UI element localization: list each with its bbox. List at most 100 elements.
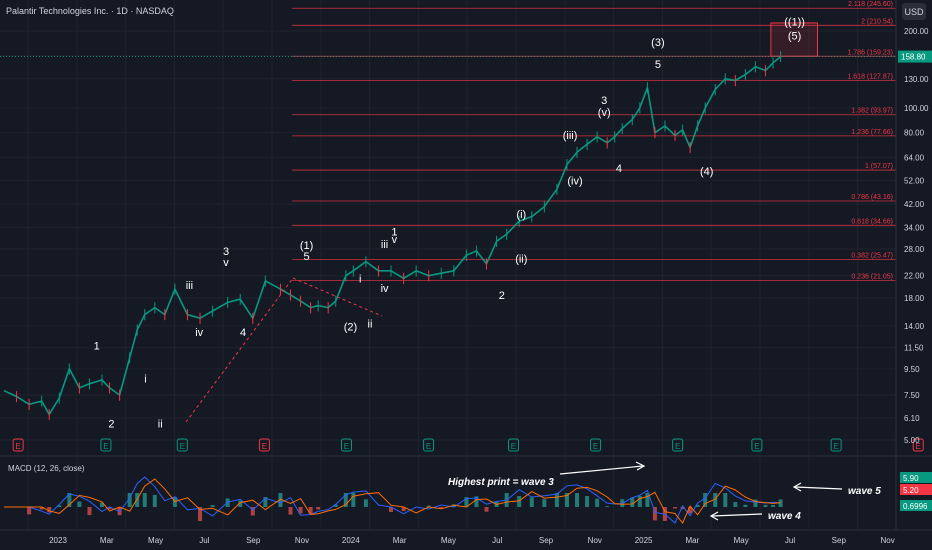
macd-value: 5.90 [903, 474, 919, 483]
macd-histogram-bar [278, 493, 283, 507]
time-axis-tick: Nov [880, 536, 894, 545]
time-axis-tick: Nov [295, 536, 309, 545]
earnings-marker-box[interactable] [176, 438, 188, 452]
macd-histogram-bar [298, 507, 303, 514]
macd-pane: 5.90 5.20 0.6996 Highest print = wave 3 wave… [4, 461, 932, 524]
price-axis-tick: 42.00 [904, 200, 925, 209]
wave-label: ((1)) [784, 17, 805, 29]
earnings-marker-box[interactable] [830, 438, 842, 452]
macd-histogram-bar [127, 493, 132, 507]
fib-level-label: 0.618 (34.66) [851, 218, 893, 225]
currency-button[interactable]: USD [904, 7, 924, 17]
price-series [3, 51, 782, 423]
earnings-marker-label[interactable]: E [675, 442, 680, 451]
wave-label: ii [368, 318, 373, 330]
macd-histogram-bar [308, 507, 313, 514]
macd-histogram-bar [605, 506, 610, 507]
macd-title[interactable]: MACD (12, 26, close) [8, 464, 85, 473]
earnings-marker-label[interactable]: E [426, 442, 431, 451]
fibonacci-levels: 2.118 (245.60) 2 (210.54) 1.786 (159.23) 1.… [0, 1, 896, 282]
earnings-marker-label[interactable]: E [833, 442, 838, 451]
earnings-marker-box[interactable] [340, 438, 352, 452]
earnings-marker-box[interactable] [912, 438, 924, 452]
macd-histogram-bar [152, 494, 157, 507]
time-axis-tick: May [441, 536, 456, 545]
macd-value-tag [900, 484, 932, 495]
wave-label: (4) [700, 166, 713, 178]
macd-histogram-bar [27, 507, 32, 515]
macd-histogram-bar [680, 507, 685, 510]
earnings-marker-label[interactable]: E [916, 442, 921, 451]
macd-histogram-bar [198, 507, 203, 521]
macd-histogram-bar [57, 505, 62, 507]
earnings-marker-box[interactable] [590, 438, 602, 452]
earnings-marker-label[interactable]: E [103, 442, 108, 451]
earnings-marker-box[interactable] [507, 438, 519, 452]
time-axis-tick: Mar [393, 536, 407, 545]
earnings-marker-box[interactable] [672, 438, 684, 452]
macd-histogram-bar [645, 493, 650, 507]
time-axis-tick: May [734, 536, 749, 545]
last-price-value: 158.80 [901, 53, 926, 62]
fib-level-label: 0.786 (43.16) [851, 194, 893, 201]
macd-histogram-bar [763, 504, 768, 507]
wave-label: (1) [300, 240, 313, 252]
macd-histogram-bar [517, 496, 522, 507]
symbol-title[interactable]: Palantir Technologies Inc. · 1D · NASDAQ [6, 6, 174, 16]
fib-level-label: 1.618 (127.87) [847, 74, 893, 81]
time-axis-tick: Sep [539, 536, 554, 545]
earnings-marker-label[interactable]: E [593, 442, 598, 451]
macd-histogram-bar [87, 507, 92, 516]
macd-histogram-bar [351, 493, 356, 507]
wave-label: (3) [651, 37, 664, 49]
price-axis-tick: 130.00 [904, 75, 929, 84]
macd-histogram-bar [107, 507, 112, 510]
wave-label: 4 [616, 163, 622, 175]
wave-label: (v) [598, 107, 611, 119]
time-axis-tick: Sep [832, 536, 847, 545]
macd-histogram-bar [723, 493, 728, 507]
fib-level-label: 1 (57.07) [865, 163, 893, 170]
earnings-marker-label[interactable]: E [344, 442, 349, 451]
earnings-marker-label[interactable]: E [511, 442, 516, 451]
earnings-marker-label[interactable]: E [180, 442, 185, 451]
macd-histogram-bar [595, 498, 600, 507]
currency-button-bg[interactable] [902, 3, 926, 20]
wave-label: 1 [94, 341, 100, 353]
price-axis-tick: 100.00 [904, 104, 929, 113]
macd-histogram-bar [464, 497, 469, 507]
macd-histogram-bar [316, 507, 321, 510]
macd-histogram-bar [39, 507, 44, 510]
fib-level-label: 2 (210.54) [861, 18, 893, 25]
macd-histogram-bar [575, 493, 580, 507]
time-axis-tick: 2024 [342, 536, 360, 545]
fib-level-label: 1.382 (93.97) [851, 108, 893, 115]
wave-label: 3 [601, 95, 607, 107]
time-axis-tick: Mar [100, 536, 114, 545]
earnings-marker-box[interactable] [258, 438, 270, 452]
macd-histogram-bar [713, 493, 718, 507]
earnings-marker-box[interactable] [423, 438, 435, 452]
earnings-marker-box[interactable] [100, 438, 112, 452]
macd-histogram-bar [743, 504, 748, 507]
macd-histogram-bar [484, 507, 489, 512]
earnings-marker-box[interactable] [751, 438, 763, 452]
earnings-marker-box[interactable] [12, 438, 24, 452]
macd-histogram-bar [703, 493, 708, 507]
annotation-arrowhead [792, 482, 802, 492]
earnings-marker-label[interactable]: E [15, 442, 20, 451]
earnings-marker-label[interactable]: E [262, 442, 267, 451]
macd-histogram-bar [210, 505, 215, 507]
time-axis-tick: Sep [246, 536, 261, 545]
wave-label: i [359, 273, 361, 285]
wave-label: 2 [108, 418, 114, 430]
earnings-marker-label[interactable]: E [754, 442, 759, 451]
price-axis-tick: 7.50 [904, 391, 920, 400]
macd-histogram-bar [288, 507, 293, 515]
target-zone-box [770, 22, 818, 57]
macd-histogram-bar [343, 493, 348, 507]
